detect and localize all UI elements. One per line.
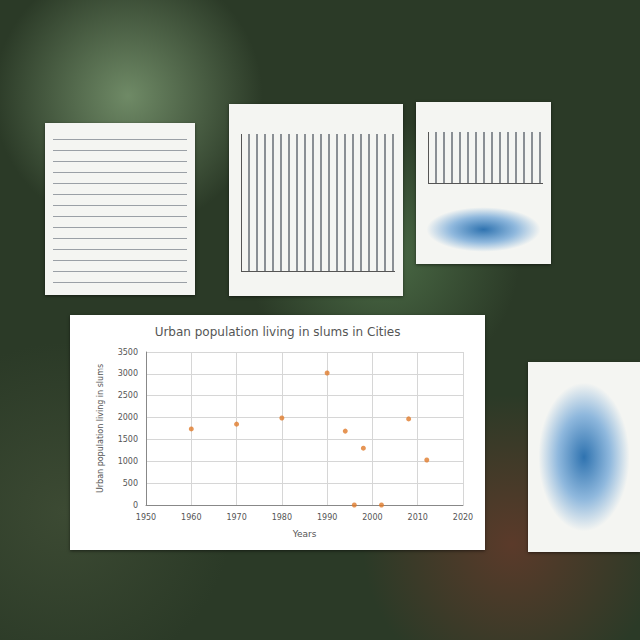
svg-text:Years: Years <box>292 529 317 539</box>
svg-text:3500: 3500 <box>118 348 138 357</box>
svg-text:2500: 2500 <box>118 391 138 400</box>
svg-text:3000: 3000 <box>118 369 138 378</box>
svg-text:1970: 1970 <box>226 513 246 522</box>
svg-text:0: 0 <box>133 501 138 510</box>
svg-text:500: 500 <box>123 479 138 488</box>
svg-text:2000: 2000 <box>362 513 382 522</box>
svg-text:1980: 1980 <box>272 513 292 522</box>
svg-text:1990: 1990 <box>317 513 337 522</box>
svg-text:2020: 2020 <box>453 513 473 522</box>
svg-text:1960: 1960 <box>181 513 201 522</box>
svg-text:2000: 2000 <box>118 413 138 422</box>
svg-text:1500: 1500 <box>118 435 138 444</box>
svg-text:Urban population living in slu: Urban population living in slums <box>96 364 105 493</box>
svg-text:2010: 2010 <box>408 513 428 522</box>
svg-text:1000: 1000 <box>118 457 138 466</box>
svg-text:1950: 1950 <box>136 513 156 522</box>
svg-text:Urban population living in slu: Urban population living in slums in Citi… <box>155 325 401 339</box>
